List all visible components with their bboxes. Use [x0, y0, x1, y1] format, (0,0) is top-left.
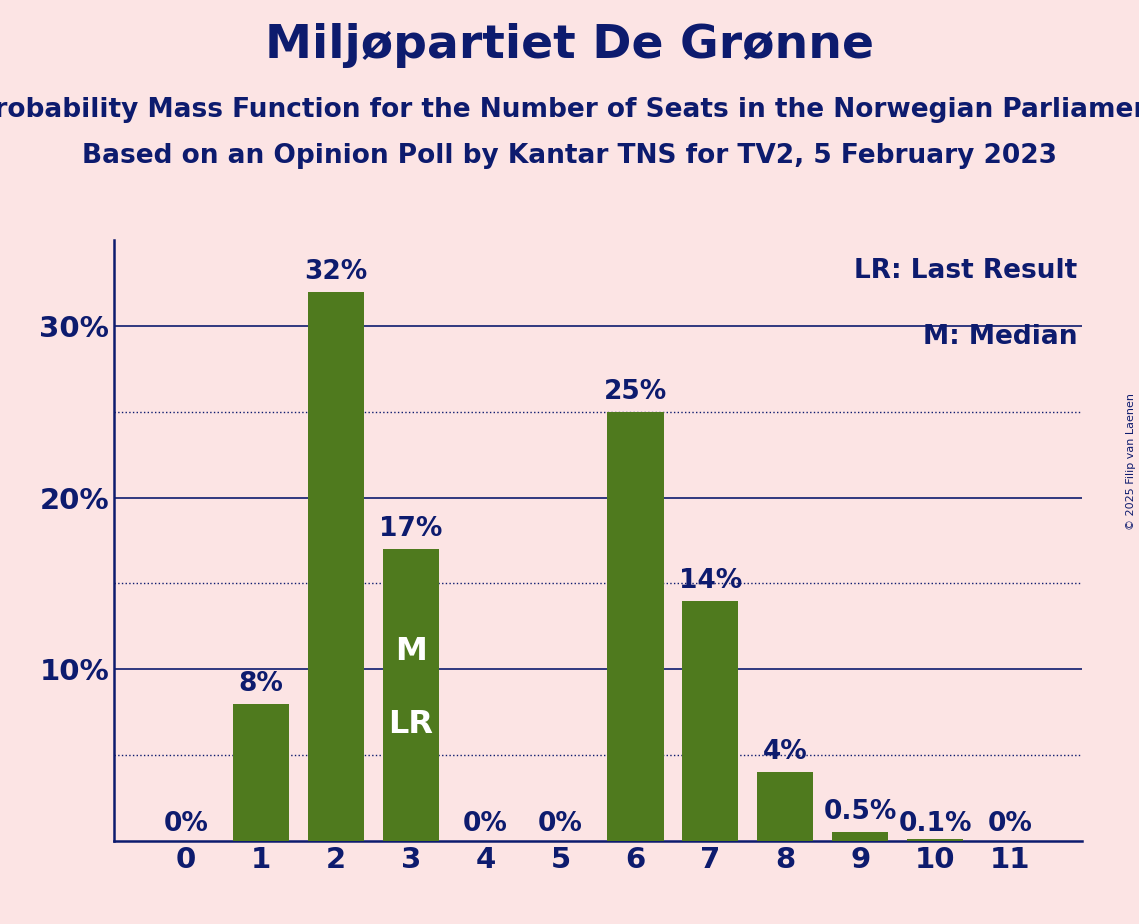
- Text: 32%: 32%: [304, 259, 368, 285]
- Bar: [682, 601, 738, 841]
- Text: 4%: 4%: [763, 739, 808, 765]
- Bar: [607, 412, 664, 841]
- Bar: [232, 703, 289, 841]
- Text: Miljøpartiet De Grønne: Miljøpartiet De Grønne: [265, 23, 874, 68]
- Text: M: M: [395, 636, 427, 667]
- Bar: [757, 772, 813, 841]
- Text: © 2025 Filip van Laenen: © 2025 Filip van Laenen: [1126, 394, 1136, 530]
- Text: M: Median: M: Median: [923, 324, 1077, 350]
- Text: 17%: 17%: [379, 517, 442, 542]
- Text: Probability Mass Function for the Number of Seats in the Norwegian Parliament: Probability Mass Function for the Number…: [0, 97, 1139, 123]
- Text: 25%: 25%: [604, 379, 667, 405]
- Text: Based on an Opinion Poll by Kantar TNS for TV2, 5 February 2023: Based on an Opinion Poll by Kantar TNS f…: [82, 143, 1057, 169]
- Text: 8%: 8%: [238, 671, 284, 697]
- Bar: [907, 839, 964, 841]
- Text: LR: LR: [388, 709, 433, 739]
- Text: LR: Last Result: LR: Last Result: [854, 259, 1077, 285]
- Bar: [833, 833, 888, 841]
- Bar: [383, 549, 439, 841]
- Text: 14%: 14%: [679, 567, 741, 594]
- Text: 0%: 0%: [164, 810, 208, 836]
- Text: 0%: 0%: [988, 810, 1032, 836]
- Text: 0.5%: 0.5%: [823, 799, 896, 825]
- Text: 0%: 0%: [464, 810, 508, 836]
- Bar: [308, 292, 363, 841]
- Text: 0%: 0%: [538, 810, 583, 836]
- Text: 0.1%: 0.1%: [899, 810, 972, 836]
